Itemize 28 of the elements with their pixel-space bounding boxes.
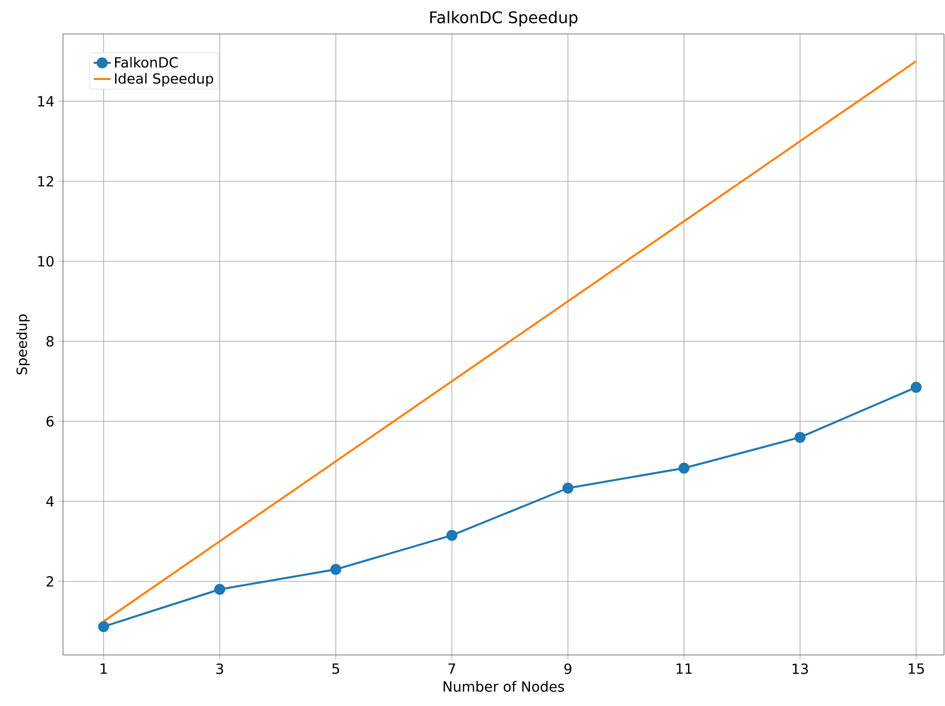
point xyxy=(794,432,806,443)
x-tick-label: 11 xyxy=(676,664,692,674)
y-tick-label: 6 xyxy=(46,416,54,427)
legend-label: FalkonDC xyxy=(115,56,178,68)
legend-label: Ideal Speedup xyxy=(115,72,214,87)
y-tick-label: 8 xyxy=(46,336,54,347)
x-tick-label: 1 xyxy=(100,664,107,674)
point xyxy=(98,621,110,632)
x-tick-label: 3 xyxy=(216,664,224,674)
point xyxy=(678,462,690,474)
x-tick-label: 7 xyxy=(448,664,456,674)
y-tick-label: 10 xyxy=(38,256,54,267)
y-tick-label: 12 xyxy=(38,176,54,186)
x-tick-label: 15 xyxy=(908,664,924,674)
y-tick-label: 4 xyxy=(46,496,54,506)
y-axis-title: Speedup xyxy=(16,314,30,374)
chart-title: FalkonDC Speedup xyxy=(430,10,578,26)
point xyxy=(910,382,922,393)
x-tick-label: 13 xyxy=(792,664,808,674)
y-tick-label: 2 xyxy=(46,576,54,587)
point xyxy=(562,482,574,494)
x-axis-title: Number of Nodes xyxy=(444,680,564,692)
point xyxy=(214,584,226,595)
y-tick-label: 14 xyxy=(38,96,54,106)
x-tick-label: 9 xyxy=(564,664,572,674)
x-tick-label: 5 xyxy=(332,664,340,674)
point xyxy=(330,564,342,575)
point xyxy=(446,530,458,541)
